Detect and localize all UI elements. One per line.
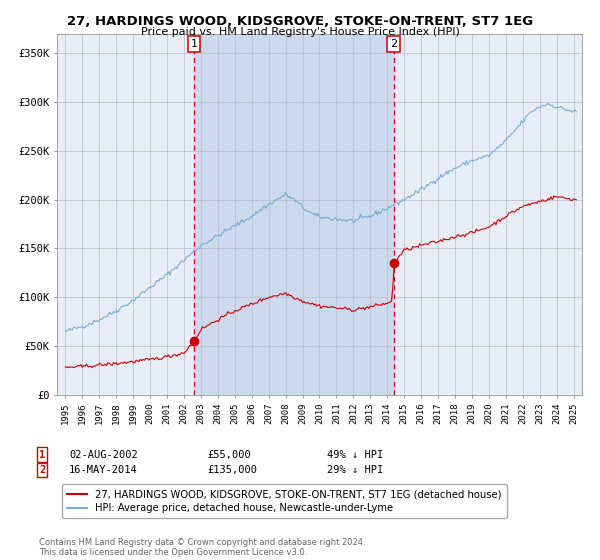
Text: £55,000: £55,000 (207, 450, 251, 460)
Text: 2: 2 (390, 39, 397, 49)
Text: 1: 1 (190, 39, 197, 49)
Text: 27, HARDINGS WOOD, KIDSGROVE, STOKE-ON-TRENT, ST7 1EG: 27, HARDINGS WOOD, KIDSGROVE, STOKE-ON-T… (67, 15, 533, 27)
Text: 02-AUG-2002: 02-AUG-2002 (69, 450, 138, 460)
Text: Contains HM Land Registry data © Crown copyright and database right 2024.
This d: Contains HM Land Registry data © Crown c… (39, 538, 365, 557)
Text: 49% ↓ HPI: 49% ↓ HPI (327, 450, 383, 460)
Text: 2: 2 (39, 465, 45, 475)
Legend: 27, HARDINGS WOOD, KIDSGROVE, STOKE-ON-TRENT, ST7 1EG (detached house), HPI: Ave: 27, HARDINGS WOOD, KIDSGROVE, STOKE-ON-T… (62, 484, 506, 518)
Text: Price paid vs. HM Land Registry's House Price Index (HPI): Price paid vs. HM Land Registry's House … (140, 27, 460, 37)
Bar (194, 34, 394, 395)
Text: 16-MAY-2014: 16-MAY-2014 (69, 465, 138, 475)
Text: 29% ↓ HPI: 29% ↓ HPI (327, 465, 383, 475)
Text: £135,000: £135,000 (207, 465, 257, 475)
Text: 1: 1 (39, 450, 45, 460)
